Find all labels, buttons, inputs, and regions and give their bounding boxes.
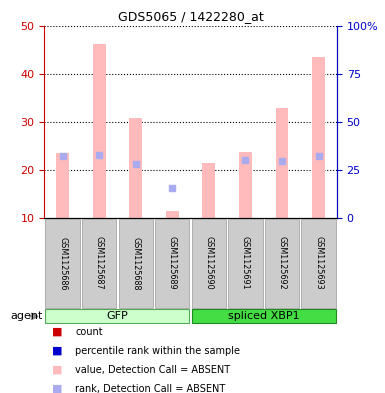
Text: agent: agent — [10, 311, 42, 321]
Text: rank, Detection Call = ABSENT: rank, Detection Call = ABSENT — [75, 384, 225, 393]
Text: GSM1125693: GSM1125693 — [314, 237, 323, 290]
Bar — [203, 163, 215, 218]
Text: ■: ■ — [52, 384, 62, 393]
Text: GSM1125687: GSM1125687 — [95, 237, 104, 290]
Title: GDS5065 / 1422280_at: GDS5065 / 1422280_at — [118, 10, 263, 23]
Text: count: count — [75, 327, 103, 337]
Text: spliced XBP1: spliced XBP1 — [228, 311, 300, 321]
Bar — [312, 57, 325, 218]
Bar — [129, 118, 142, 218]
Text: GFP: GFP — [107, 311, 128, 321]
Text: GSM1125691: GSM1125691 — [241, 237, 250, 290]
Bar — [166, 211, 179, 218]
Bar — [56, 153, 69, 218]
Text: ■: ■ — [52, 365, 62, 375]
Text: GSM1125689: GSM1125689 — [168, 237, 177, 290]
Bar — [276, 108, 288, 218]
Text: GSM1125686: GSM1125686 — [58, 237, 67, 290]
Text: value, Detection Call = ABSENT: value, Detection Call = ABSENT — [75, 365, 230, 375]
Text: GSM1125692: GSM1125692 — [278, 237, 286, 290]
Text: ■: ■ — [52, 346, 62, 356]
Text: GSM1125690: GSM1125690 — [204, 237, 213, 290]
Bar — [93, 44, 105, 218]
Text: ■: ■ — [52, 327, 62, 337]
Text: percentile rank within the sample: percentile rank within the sample — [75, 346, 240, 356]
Bar — [239, 152, 252, 218]
Text: GSM1125688: GSM1125688 — [131, 237, 140, 290]
